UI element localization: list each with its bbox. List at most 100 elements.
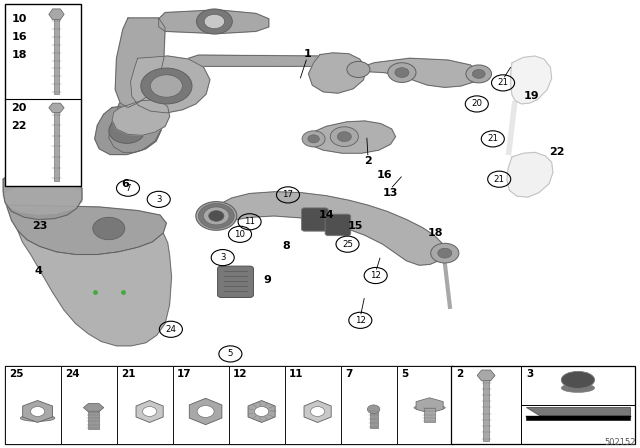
Bar xyxy=(5,4,81,186)
Text: 16: 16 xyxy=(376,170,392,180)
Polygon shape xyxy=(308,53,366,93)
Text: 20: 20 xyxy=(471,99,483,108)
Polygon shape xyxy=(511,56,552,104)
Text: 10: 10 xyxy=(12,14,27,24)
Text: 3: 3 xyxy=(220,253,225,262)
Circle shape xyxy=(209,211,224,221)
Polygon shape xyxy=(416,398,443,413)
Polygon shape xyxy=(248,401,275,422)
Bar xyxy=(341,366,397,444)
Polygon shape xyxy=(6,205,166,254)
Polygon shape xyxy=(88,408,99,429)
Polygon shape xyxy=(109,101,161,152)
Polygon shape xyxy=(95,105,161,155)
Circle shape xyxy=(197,405,214,418)
Text: 20: 20 xyxy=(12,103,27,113)
Text: 502152: 502152 xyxy=(604,438,636,447)
Bar xyxy=(5,366,453,444)
Text: 10: 10 xyxy=(234,230,246,239)
Text: 22: 22 xyxy=(12,121,27,131)
Ellipse shape xyxy=(20,415,55,422)
Polygon shape xyxy=(136,401,163,422)
Text: 1: 1 xyxy=(303,49,311,59)
Text: 5: 5 xyxy=(228,349,233,358)
Text: 16: 16 xyxy=(12,32,27,42)
Polygon shape xyxy=(477,370,495,381)
Text: 4: 4 xyxy=(35,266,42,276)
FancyBboxPatch shape xyxy=(218,266,253,297)
Circle shape xyxy=(308,135,319,143)
Bar xyxy=(397,366,453,444)
Bar xyxy=(173,366,229,444)
Text: 3: 3 xyxy=(156,195,161,204)
Text: 7: 7 xyxy=(125,184,131,193)
Polygon shape xyxy=(3,184,82,214)
Text: 19: 19 xyxy=(524,91,539,101)
Polygon shape xyxy=(189,55,326,66)
Polygon shape xyxy=(526,408,630,415)
Polygon shape xyxy=(526,417,630,420)
Text: 11: 11 xyxy=(244,217,255,226)
Polygon shape xyxy=(131,56,210,113)
Circle shape xyxy=(141,68,192,104)
Text: 25: 25 xyxy=(342,240,353,249)
Circle shape xyxy=(196,9,232,34)
Circle shape xyxy=(388,63,416,82)
Polygon shape xyxy=(189,398,222,425)
Polygon shape xyxy=(22,401,52,422)
Text: 12: 12 xyxy=(370,271,381,280)
Text: 14: 14 xyxy=(319,210,334,220)
Text: 21: 21 xyxy=(493,175,505,184)
Bar xyxy=(61,366,117,444)
Ellipse shape xyxy=(561,383,595,392)
Text: 24: 24 xyxy=(165,325,177,334)
Text: 17: 17 xyxy=(282,190,294,199)
Text: 18: 18 xyxy=(12,50,27,60)
Polygon shape xyxy=(507,152,553,197)
Polygon shape xyxy=(424,408,435,422)
Polygon shape xyxy=(304,401,331,422)
Polygon shape xyxy=(83,403,104,412)
Text: 15: 15 xyxy=(348,221,363,231)
Circle shape xyxy=(93,217,125,240)
Circle shape xyxy=(438,248,452,258)
Bar xyxy=(229,366,285,444)
Text: 12: 12 xyxy=(233,369,248,379)
Text: 12: 12 xyxy=(355,316,366,325)
Polygon shape xyxy=(54,19,59,95)
Circle shape xyxy=(31,406,45,417)
Circle shape xyxy=(196,202,237,230)
Text: 7: 7 xyxy=(345,369,353,379)
Circle shape xyxy=(395,68,409,78)
Bar xyxy=(5,366,61,444)
Text: 2: 2 xyxy=(456,369,463,379)
Text: 5: 5 xyxy=(401,369,408,379)
Text: 9: 9 xyxy=(264,275,271,285)
Bar xyxy=(451,366,635,444)
Circle shape xyxy=(204,207,229,225)
Circle shape xyxy=(347,61,370,78)
Ellipse shape xyxy=(414,405,445,410)
Circle shape xyxy=(204,14,225,29)
Text: 25: 25 xyxy=(9,369,24,379)
Circle shape xyxy=(255,406,269,417)
Text: 6: 6 xyxy=(121,179,129,189)
Text: 13: 13 xyxy=(383,188,398,198)
Bar xyxy=(285,366,341,444)
Circle shape xyxy=(310,406,324,417)
Text: 21: 21 xyxy=(121,369,136,379)
Polygon shape xyxy=(306,121,396,153)
Circle shape xyxy=(431,243,459,263)
Circle shape xyxy=(109,118,145,143)
Bar xyxy=(117,366,173,444)
FancyBboxPatch shape xyxy=(301,208,328,231)
Text: 21: 21 xyxy=(487,134,499,143)
Circle shape xyxy=(367,405,380,414)
Circle shape xyxy=(330,127,358,146)
Text: 8: 8 xyxy=(282,241,290,251)
Polygon shape xyxy=(216,192,445,265)
Circle shape xyxy=(337,132,351,142)
Polygon shape xyxy=(49,9,64,20)
Text: 22: 22 xyxy=(549,147,564,157)
Text: 21: 21 xyxy=(497,78,509,87)
